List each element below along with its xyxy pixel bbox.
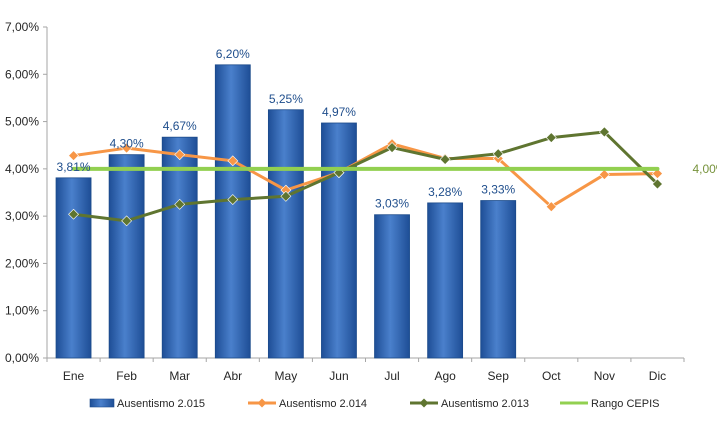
bar-label-feb: 4,30% — [110, 137, 144, 151]
marker-ausentismo-2-014-oct — [545, 201, 557, 213]
bar-label-jun: 4,97% — [322, 105, 356, 119]
marker-ausentismo-2-013-nov — [598, 126, 610, 138]
marker-ausentismo-2-013-ago — [439, 153, 451, 165]
bar-may — [267, 109, 304, 359]
bar-ago — [427, 202, 464, 359]
marker-ausentismo-2-014-ene — [68, 150, 79, 162]
bar-label-may: 5,25% — [269, 92, 303, 106]
y-tick-label: 3,00% — [5, 209, 39, 223]
x-tick-label: Oct — [542, 369, 561, 383]
legend-label-ausentismo-2-014: Ausentismo 2.014 — [279, 398, 367, 410]
x-tick-label: Abr — [223, 369, 242, 383]
marker-ausentismo-2-014-nov — [598, 169, 610, 180]
marker-ausentismo-2-014-abr — [227, 155, 239, 167]
marker-ausentismo-2-014-mar — [174, 149, 186, 161]
y-tick-label: 2,00% — [5, 256, 39, 270]
marker-ausentismo-2-013-feb — [121, 215, 133, 227]
marker-ausentismo-2-013-ene — [68, 208, 79, 220]
y-tick-label: 0,00% — [5, 351, 39, 365]
legend-label-ausentismo-2-015: Ausentismo 2.015 — [117, 398, 205, 410]
x-tick-label: Nov — [594, 369, 615, 383]
marker-ausentismo-2-013-mar — [174, 198, 186, 210]
x-tick-label: Dic — [649, 369, 666, 383]
x-tick-label: May — [275, 369, 298, 383]
bar-label-ene: 3,81% — [57, 160, 91, 174]
marker-ausentismo-2-013-abr — [227, 194, 239, 206]
bar-sep — [480, 200, 517, 359]
legend-label-ausentismo-2-013: Ausentismo 2.013 — [441, 398, 529, 410]
x-tick-label: Feb — [116, 369, 137, 383]
y-tick-label: 4,00% — [5, 162, 39, 176]
y-tick-label: 6,00% — [5, 67, 39, 81]
marker-ausentismo-2-014-feb — [121, 142, 133, 154]
x-tick-label: Ago — [434, 369, 456, 383]
x-tick-label: Jun — [329, 369, 348, 383]
marker-ausentismo-2-013-dic — [652, 178, 663, 190]
y-tick-label: 7,00% — [5, 20, 39, 34]
series-line-ausentismo-2-013 — [72, 130, 659, 223]
y-tick-label: 1,00% — [5, 304, 39, 318]
legend-marker-ausentismo-2-014 — [257, 398, 267, 408]
x-tick-label: Mar — [169, 369, 190, 383]
bar-label-sep: 3,33% — [481, 183, 515, 197]
y-tick-label: 5,00% — [5, 115, 39, 129]
legend-swatch-ausentismo-2-015 — [89, 398, 115, 408]
marker-ausentismo-2-013-oct — [545, 132, 557, 144]
bar-mar — [161, 136, 198, 359]
marker-ausentismo-2-013-sep — [492, 148, 504, 160]
x-tick-label: Jul — [384, 369, 399, 383]
bar-label-jul: 3,03% — [375, 197, 409, 211]
series-line-ausentismo-2-014 — [72, 142, 659, 209]
bar-feb — [108, 154, 145, 359]
legend-label-rango-cepis: Rango CEPIS — [591, 398, 659, 410]
bar-abr — [214, 64, 251, 359]
legend-marker-ausentismo-2-013 — [419, 398, 429, 408]
bar-jun — [321, 122, 357, 359]
x-tick-label: Sep — [488, 369, 510, 383]
marker-ausentismo-2-013-jul — [386, 142, 398, 154]
cepis-annotation: 4,00% — [692, 162, 717, 176]
marker-ausentismo-2-013-may — [280, 190, 292, 202]
x-tick-label: Ene — [63, 369, 85, 383]
bar-jul — [374, 214, 410, 359]
bar-ene — [55, 177, 92, 359]
bar-label-abr: 6,20% — [216, 47, 250, 61]
bar-label-mar: 4,67% — [163, 119, 197, 133]
bar-label-ago: 3,28% — [428, 185, 462, 199]
